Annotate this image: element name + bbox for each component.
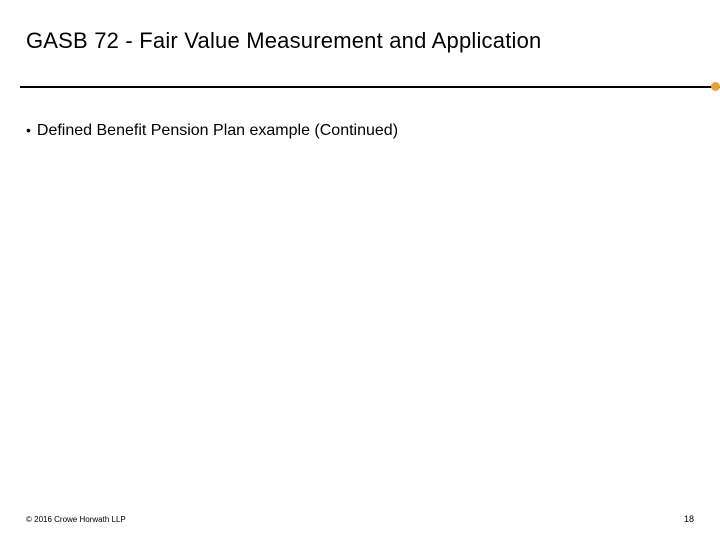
divider-dot-icon bbox=[711, 82, 720, 91]
slide-container: GASB 72 - Fair Value Measurement and App… bbox=[0, 0, 720, 540]
bullet-marker-icon: • bbox=[26, 123, 31, 137]
bullet-text: Defined Benefit Pension Plan example (Co… bbox=[37, 122, 398, 140]
footer: © 2016 Crowe Horwath LLP 18 bbox=[26, 514, 694, 524]
bullet-item: • Defined Benefit Pension Plan example (… bbox=[26, 122, 694, 140]
divider bbox=[26, 82, 694, 92]
divider-line bbox=[20, 86, 720, 88]
slide-title: GASB 72 - Fair Value Measurement and App… bbox=[26, 28, 694, 54]
page-number: 18 bbox=[684, 514, 694, 524]
copyright-text: © 2016 Crowe Horwath LLP bbox=[26, 515, 126, 524]
